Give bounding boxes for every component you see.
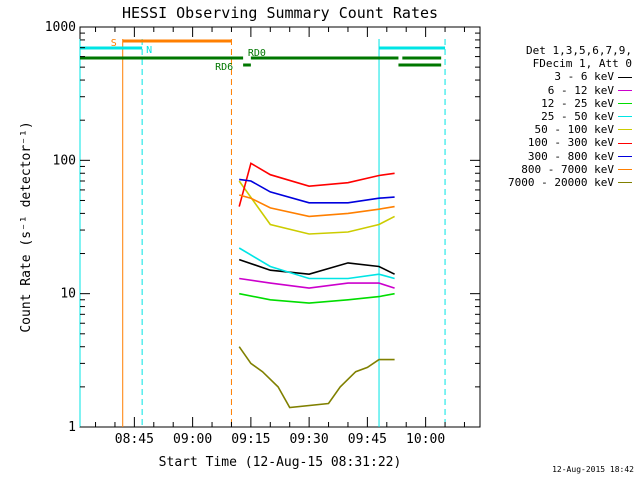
y-tick-label: 1 (68, 420, 76, 435)
legend-label: 50 - 100 keV (534, 123, 614, 137)
legend-swatch (618, 155, 632, 157)
legend-label: 3 - 6 keV (554, 70, 614, 84)
legend-swatch (618, 116, 632, 118)
legend-entry: 12 - 25 keV (486, 97, 632, 110)
legend-label: 12 - 25 keV (541, 96, 614, 110)
series-line (239, 292, 395, 304)
x-tick-label: 08:45 (115, 432, 154, 447)
series-layer (238, 162, 395, 409)
series-line (238, 346, 395, 409)
legend-label: 800 - 7000 keV (521, 162, 614, 176)
overlay-lines (79, 39, 446, 427)
x-tick-label: 09:15 (231, 432, 270, 447)
legend-label: 7000 - 20000 keV (508, 176, 614, 190)
legend-entry: 3 - 6 keV (486, 70, 632, 83)
legend-label: 25 - 50 keV (541, 110, 614, 124)
y-tick-label: 1000 (45, 20, 76, 35)
x-tick-label: 09:30 (290, 432, 329, 447)
x-tick-label: 09:45 (348, 432, 387, 447)
legend-swatch (618, 129, 632, 131)
legend-swatch (618, 76, 632, 78)
legend-entry: 300 - 800 keV (486, 150, 632, 163)
series-line (238, 162, 395, 207)
legend-entry: 7000 - 20000 keV (486, 176, 632, 189)
legend-header: FDecim 1, Att 0 (532, 57, 632, 71)
state-bars: S N RD0 RD6 (80, 38, 446, 73)
y-tick-label: 10 (60, 287, 76, 302)
y-axis: 1 10 100 1000 (45, 20, 480, 435)
legend-entry: 100 - 300 keV (486, 136, 632, 149)
x-tick-label: 10:00 (406, 432, 445, 447)
legend-label: 300 - 800 keV (527, 149, 614, 163)
series-line (239, 178, 395, 204)
legend-label: 100 - 300 keV (527, 136, 614, 150)
state-bar-label: S (111, 38, 117, 49)
legend-entry: 800 - 7000 keV (486, 163, 632, 176)
y-tick-label: 100 (53, 153, 76, 168)
legend-entry: 6 - 12 keV (486, 84, 632, 97)
state-bar-label: N (146, 45, 152, 56)
state-bar-label: RD0 (248, 48, 266, 59)
legend-swatch (618, 142, 632, 144)
series-line (239, 277, 395, 289)
legend-swatch (618, 182, 632, 184)
chart-title: HESSI Observing Summary Count Rates (122, 4, 438, 22)
series-line (238, 258, 395, 276)
x-axis: 08:45 09:00 09:15 09:30 09:45 10:00 (95, 27, 465, 447)
legend-entry: 25 - 50 keV (486, 110, 632, 123)
legend-swatch (618, 102, 632, 104)
series-line (238, 247, 395, 280)
legend-label: 6 - 12 keV (547, 83, 614, 97)
x-tick-label: 09:00 (173, 432, 212, 447)
legend-header: Det 1,3,5,6,7,9, (526, 44, 632, 57)
series-line (238, 194, 395, 218)
legend-swatch (618, 168, 632, 170)
timestamp: 12-Aug-2015 18:42 (552, 465, 634, 474)
legend-swatch (618, 89, 632, 91)
state-bar-label: RD6 (215, 62, 233, 73)
series-line (238, 180, 395, 235)
x-axis-label: Start Time (12-Aug-15 08:31:22) (159, 455, 402, 470)
y-axis-label: Count Rate (s⁻¹ detector⁻¹) (19, 121, 34, 332)
legend-entry: 50 - 100 keV (486, 123, 632, 136)
